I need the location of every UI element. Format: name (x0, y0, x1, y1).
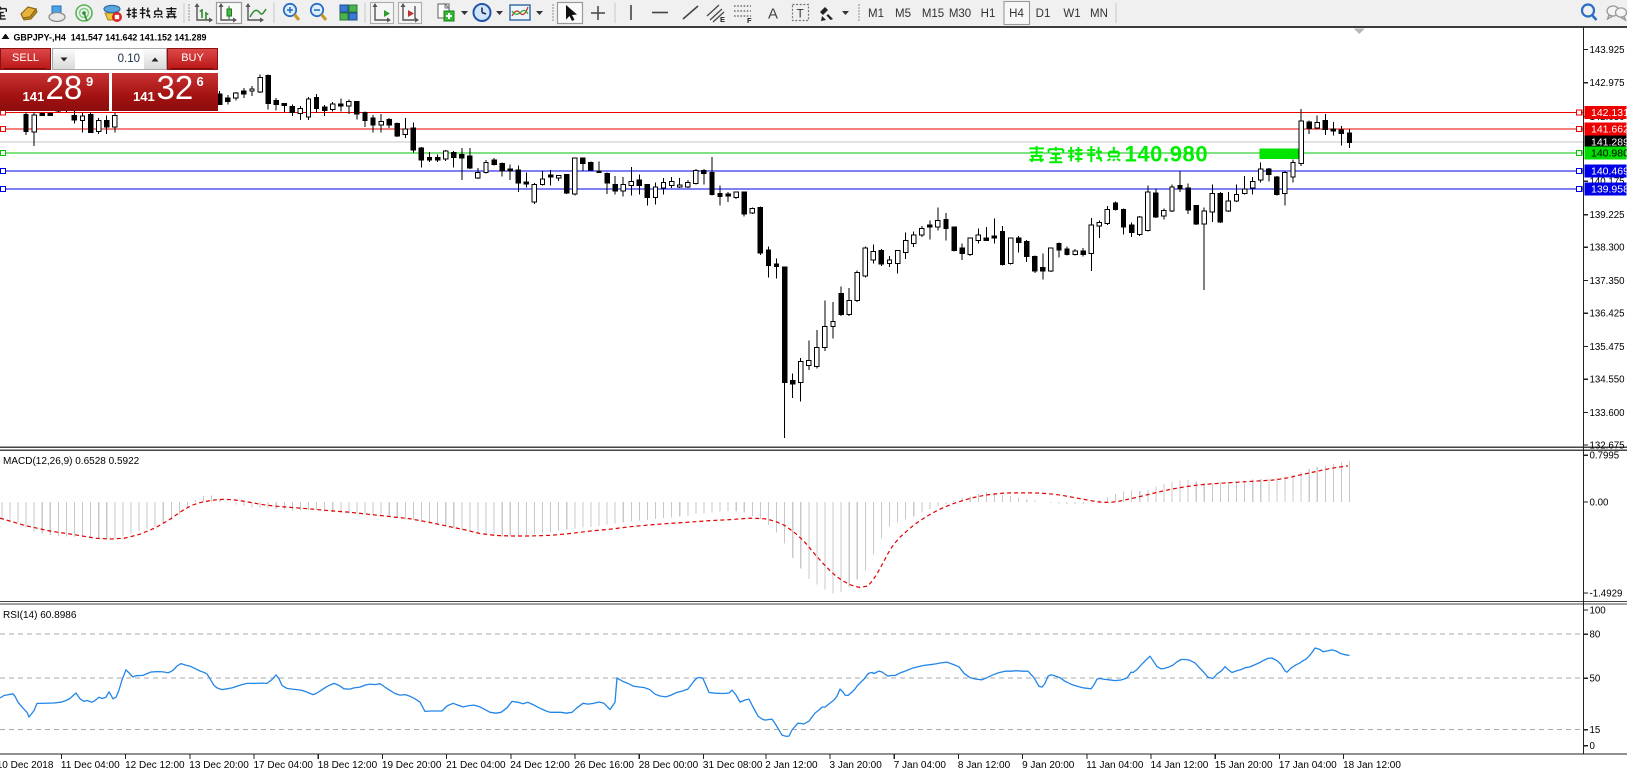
svg-text:M30: M30 (949, 8, 971, 20)
svg-text:A: A (768, 6, 778, 23)
svg-text:GBPJPY-,H4 141.547 141.642 14: GBPJPY-,H4 141.547 141.642 141.152 141.2… (14, 32, 207, 42)
svg-text:15: 15 (1590, 725, 1601, 736)
svg-text:135.475: 135.475 (1590, 342, 1625, 353)
svg-text:26 Dec 16:00: 26 Dec 16:00 (575, 760, 635, 771)
svg-text:142.131: 142.131 (1591, 107, 1627, 119)
svg-text:140.469: 140.469 (1591, 166, 1627, 178)
svg-text:19 Dec 20:00: 19 Dec 20:00 (382, 760, 442, 771)
svg-text:100: 100 (1590, 606, 1607, 617)
svg-text:136.425: 136.425 (1590, 309, 1625, 320)
svg-text:M5: M5 (895, 8, 911, 20)
svg-text:28 Dec 00:00: 28 Dec 00:00 (639, 760, 699, 771)
svg-text:MN: MN (1090, 8, 1108, 20)
svg-text:2 Jan 12:00: 2 Jan 12:00 (765, 760, 818, 771)
svg-text:17 Dec 04:00: 17 Dec 04:00 (254, 760, 314, 771)
svg-text:140.175: 140.175 (1590, 177, 1625, 188)
svg-text:10 Dec 2018: 10 Dec 2018 (0, 760, 54, 771)
svg-text:17 Jan 04:00: 17 Jan 04:00 (1279, 760, 1337, 771)
svg-text:132.675: 132.675 (1590, 441, 1625, 452)
svg-text:9 Jan 20:00: 9 Jan 20:00 (1022, 760, 1075, 771)
svg-text:11 Jan 04:00: 11 Jan 04:00 (1086, 760, 1144, 771)
svg-text:E: E (720, 15, 725, 24)
svg-text:F: F (747, 16, 752, 25)
svg-text:50: 50 (1590, 674, 1601, 685)
svg-text:141.662: 141.662 (1591, 124, 1627, 136)
svg-text:80: 80 (1590, 630, 1601, 641)
svg-text:138.300: 138.300 (1590, 243, 1626, 254)
svg-text:18 Dec 12:00: 18 Dec 12:00 (318, 760, 378, 771)
svg-text:142.975: 142.975 (1590, 78, 1625, 89)
svg-text:18 Jan 12:00: 18 Jan 12:00 (1343, 760, 1401, 771)
svg-text:140.980: 140.980 (1591, 148, 1627, 160)
svg-text:15 Jan 20:00: 15 Jan 20:00 (1215, 760, 1273, 771)
svg-text:0: 0 (1590, 741, 1596, 752)
svg-text:139.225: 139.225 (1590, 210, 1625, 221)
svg-text:M1: M1 (868, 8, 884, 20)
svg-text:7 Jan 04:00: 7 Jan 04:00 (894, 760, 947, 771)
svg-text:14 Jan 12:00: 14 Jan 12:00 (1151, 760, 1209, 771)
svg-text:24 Dec 12:00: 24 Dec 12:00 (510, 760, 570, 771)
svg-text:141.289: 141.289 (1591, 137, 1627, 149)
svg-text:139.958: 139.958 (1591, 184, 1627, 196)
svg-text:0.7995: 0.7995 (1590, 451, 1620, 462)
svg-text:0.00: 0.00 (1590, 498, 1609, 509)
svg-text:137.350: 137.350 (1590, 276, 1626, 287)
svg-text:M15: M15 (922, 8, 944, 20)
svg-text:H1: H1 (981, 8, 996, 20)
svg-text:134.550: 134.550 (1590, 375, 1626, 386)
svg-text:MACD(12,26,9) 0.6528 0.5922: MACD(12,26,9) 0.6528 0.5922 (3, 456, 140, 467)
svg-text:-1.4929: -1.4929 (1590, 588, 1623, 599)
svg-text:13 Dec 20:00: 13 Dec 20:00 (189, 760, 249, 771)
svg-text:W1: W1 (1063, 8, 1080, 20)
svg-text:140.980: 140.980 (1125, 141, 1209, 166)
svg-text:RSI(14) 60.8986: RSI(14) 60.8986 (3, 610, 77, 621)
svg-text:3 Jan 20:00: 3 Jan 20:00 (830, 760, 883, 771)
svg-text:8 Jan 12:00: 8 Jan 12:00 (958, 760, 1011, 771)
svg-text:11 Dec 04:00: 11 Dec 04:00 (61, 760, 120, 771)
svg-text:21 Dec 04:00: 21 Dec 04:00 (446, 760, 506, 771)
svg-text:H4: H4 (1009, 8, 1024, 20)
svg-text:D1: D1 (1036, 8, 1051, 20)
svg-text:31 Dec 08:00: 31 Dec 08:00 (703, 760, 763, 771)
svg-text:T: T (797, 7, 805, 21)
svg-text:143.925: 143.925 (1590, 45, 1625, 56)
svg-text:133.600: 133.600 (1590, 408, 1626, 419)
svg-text:12 Dec 12:00: 12 Dec 12:00 (125, 760, 185, 771)
